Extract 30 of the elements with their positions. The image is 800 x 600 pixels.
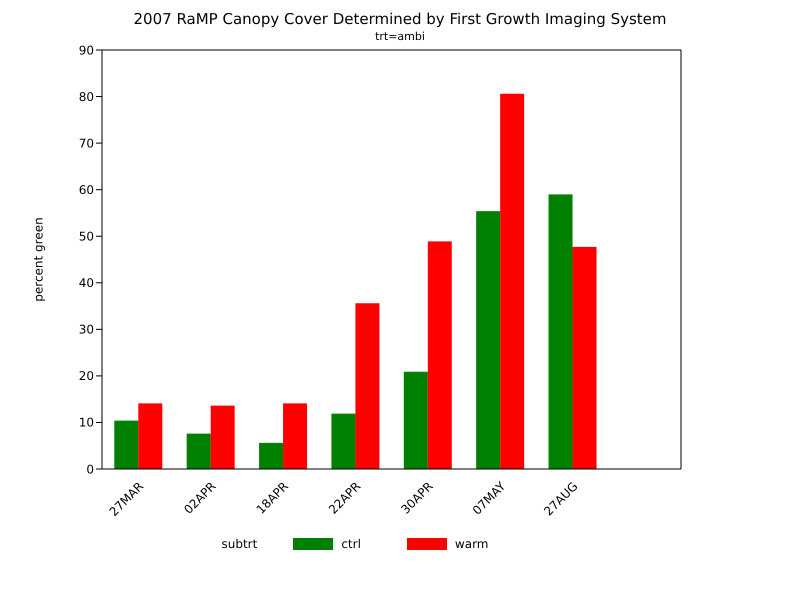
bar: [355, 303, 380, 469]
bar: [572, 246, 597, 469]
y-tick-label: 70: [78, 136, 94, 150]
chart-title: 2007 RaMP Canopy Cover Determined by First Growth Imaging System: [132, 9, 668, 28]
chart-subtitle: trt=ambi: [374, 30, 426, 43]
bar: [428, 241, 452, 469]
bar: [404, 372, 428, 469]
bar: [186, 434, 211, 469]
y-tick-label: 40: [78, 276, 94, 290]
legend-label: ctrl: [340, 537, 361, 551]
legend-label: warm: [454, 537, 488, 551]
bar: [500, 94, 524, 469]
y-tick-label: 30: [78, 322, 94, 337]
y-tick-label: 80: [78, 90, 94, 104]
y-tick-label: 0: [86, 462, 94, 476]
y-tick-label: 50: [78, 229, 94, 244]
y-tick-label: 90: [78, 43, 94, 58]
bar: [476, 211, 500, 469]
bar: [283, 403, 308, 469]
y-tick-label: 60: [78, 182, 94, 197]
bar: [114, 420, 138, 469]
bar: [210, 406, 235, 469]
bar: [259, 442, 284, 469]
y-tick-label: 10: [78, 416, 94, 430]
bar: [331, 414, 356, 469]
bar: [138, 403, 162, 469]
y-axis-title: percent green: [31, 217, 46, 302]
legend-title: subtrt: [222, 537, 258, 551]
y-tick-label: 20: [78, 369, 94, 384]
bar: [548, 194, 573, 469]
